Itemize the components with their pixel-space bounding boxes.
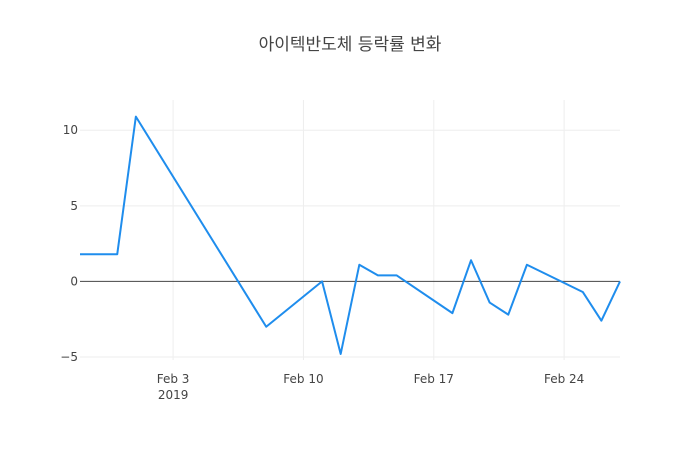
y-tick-label: 5 — [70, 199, 78, 213]
x-tick-label: Feb 3 — [157, 372, 190, 386]
data-point — [581, 290, 585, 294]
y-tick-label: 10 — [63, 123, 78, 137]
data-point — [376, 273, 380, 277]
data-point — [599, 319, 603, 323]
data-point — [339, 352, 343, 356]
x-tick-label: Feb 24 — [544, 372, 584, 386]
data-point — [357, 263, 361, 267]
grid-lines — [80, 100, 620, 360]
chart-title: 아이텍반도체 등락률 변화 — [259, 35, 442, 55]
data-point — [134, 115, 138, 119]
data-point — [525, 263, 529, 267]
x-tick-label: Feb 10 — [283, 372, 323, 386]
data-point — [264, 325, 268, 329]
x-axis-ticks: Feb 3 2019 Feb 10 Feb 17 Feb 24 — [157, 372, 585, 402]
x-tick-sublabel: 2019 — [158, 388, 189, 402]
data-point — [488, 301, 492, 305]
y-tick-label: −5 — [60, 350, 78, 364]
data-point — [115, 252, 119, 256]
data-point — [450, 311, 454, 315]
data-point — [469, 258, 473, 262]
data-point — [78, 252, 82, 256]
data-point — [395, 273, 399, 277]
y-axis-ticks: 10 5 0 −5 — [60, 123, 78, 364]
series-line — [80, 115, 621, 355]
y-tick-label: 0 — [70, 274, 78, 288]
x-tick-label: Feb 17 — [414, 372, 454, 386]
data-series — [78, 115, 622, 356]
data-point — [506, 313, 510, 317]
data-point — [320, 279, 324, 283]
data-point — [618, 279, 622, 283]
